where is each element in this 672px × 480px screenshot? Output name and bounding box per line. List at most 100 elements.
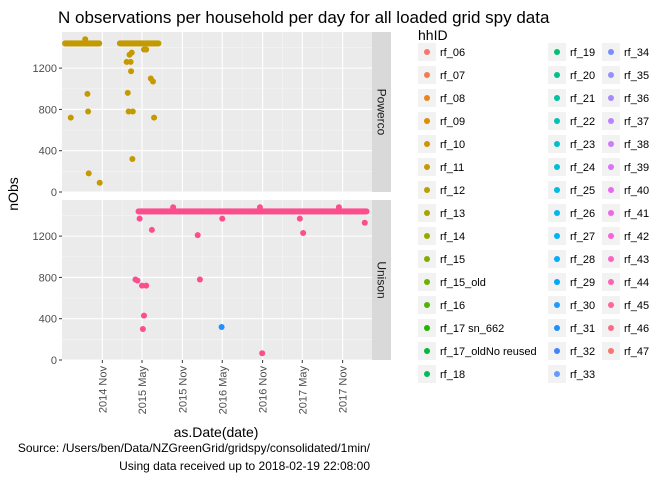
data-point: [143, 282, 150, 289]
x-axis: 2014 Nov 2015 May 2015 Nov 2016 May 2016 Nov…: [97, 360, 350, 415]
data-point: [85, 108, 92, 115]
data-point: [128, 68, 135, 75]
facet-strip: [372, 32, 391, 192]
legend-item: rf_18: [418, 365, 465, 383]
legend-label: rf_24: [570, 162, 595, 174]
legend-item: rf_19: [548, 43, 595, 61]
legend-item: rf_16: [418, 296, 465, 314]
legend-swatch: [608, 72, 614, 78]
y-tick-label: 400: [39, 314, 57, 326]
legend-item: rf_43: [602, 250, 649, 268]
y-tick-label: 1200: [33, 231, 57, 243]
legend-item: rf_09: [418, 112, 465, 130]
legend-label: rf_06: [440, 47, 465, 59]
legend-label: rf_34: [624, 47, 649, 59]
legend-item: rf_38: [602, 135, 649, 153]
legend-swatch: [608, 118, 614, 124]
legend-item: rf_14: [418, 227, 465, 245]
legend-swatch: [554, 279, 560, 285]
legend-label: rf_15_old: [440, 277, 486, 289]
facet-panel-powerco: Powerco: [62, 32, 391, 193]
plot-area: Powerco Unison: [62, 32, 391, 361]
data-point: [124, 89, 131, 96]
legend-item: rf_08: [418, 89, 465, 107]
panel-background: [62, 32, 372, 192]
legend-label: rf_11: [440, 162, 464, 174]
legend-swatch: [554, 233, 560, 239]
legend-label: rf_25: [570, 185, 595, 197]
legend-label: rf_40: [624, 185, 649, 197]
legend-item: rf_15: [418, 250, 465, 268]
legend-label: rf_23: [570, 139, 595, 151]
y-tick-label: 1200: [33, 63, 57, 75]
legend-label: rf_20: [570, 70, 595, 82]
data-point: [128, 49, 135, 56]
legend-item: rf_17_oldNo reused: [418, 342, 537, 360]
legend-item: rf_11: [418, 158, 464, 176]
data-point: [170, 204, 177, 211]
legend-label: rf_43: [624, 254, 649, 266]
x-tick-label: 2015 May: [137, 366, 149, 415]
legend-item: rf_13: [418, 204, 465, 222]
legend-label: rf_27: [570, 231, 595, 243]
legend-label: rf_18: [440, 369, 465, 381]
legend: rf_06 rf_07 rf_08 rf_09 rf_10 rf_11 rf_12 rf_13…: [418, 43, 649, 383]
legend-label: rf_44: [624, 277, 649, 289]
legend-swatch: [424, 348, 430, 354]
data-point: [361, 219, 368, 226]
data-point: [155, 40, 162, 47]
legend-item: rf_30: [548, 296, 595, 314]
legend-label: rf_16: [440, 300, 465, 312]
data-point: [139, 326, 146, 333]
legend-label: rf_45: [624, 300, 649, 312]
facet-strip-label: Unison: [375, 261, 389, 298]
legend-item: rf_44: [602, 273, 649, 291]
legend-swatch: [554, 325, 560, 331]
legend-item: rf_35: [602, 66, 649, 84]
legend-item: rf_34: [602, 43, 649, 61]
x-tick-label: 2016 May: [217, 366, 229, 415]
legend-swatch: [424, 164, 430, 170]
legend-label: rf_07: [440, 70, 465, 82]
data-point: [129, 155, 136, 162]
legend-swatch: [424, 233, 430, 239]
legend-label: rf_15: [440, 254, 465, 266]
legend-item: rf_25: [548, 181, 595, 199]
legend-swatch: [554, 210, 560, 216]
y-tick-label: 0: [51, 187, 57, 199]
y-axis-title: nObs: [5, 177, 21, 210]
data-point: [300, 230, 307, 237]
legend-item: rf_12: [418, 181, 465, 199]
legend-label: rf_39: [624, 162, 649, 174]
legend-item: rf_27: [548, 227, 595, 245]
data-point: [139, 282, 146, 289]
legend-swatch: [554, 256, 560, 262]
legend-label: rf_42: [624, 231, 649, 243]
legend-swatch: [424, 95, 430, 101]
data-point: [196, 276, 203, 283]
legend-swatch: [424, 279, 430, 285]
legend-swatch: [608, 210, 614, 216]
legend-label: rf_09: [440, 116, 465, 128]
x-tick-label: 2014 Nov: [97, 366, 109, 414]
legend-label: rf_29: [570, 277, 595, 289]
legend-label: rf_14: [440, 231, 465, 243]
chart-title: N observations per household per day for…: [58, 8, 550, 27]
legend-swatch: [424, 325, 430, 331]
legend-item: rf_17 sn_662: [418, 319, 504, 337]
legend-item: rf_29: [548, 273, 595, 291]
data-point: [363, 208, 370, 215]
legend-label: rf_46: [624, 323, 649, 335]
legend-item: rf_36: [602, 89, 649, 107]
legend-swatch: [424, 371, 430, 377]
panel-background: [62, 200, 372, 360]
y-tick-label: 400: [39, 146, 57, 158]
legend-swatch: [554, 302, 560, 308]
legend-label: rf_41: [624, 208, 649, 220]
legend-swatch: [608, 256, 614, 262]
legend-label: rf_36: [624, 93, 649, 105]
legend-swatch: [424, 141, 430, 147]
legend-label: rf_17_oldNo reused: [440, 346, 537, 358]
legend-swatch: [608, 187, 614, 193]
